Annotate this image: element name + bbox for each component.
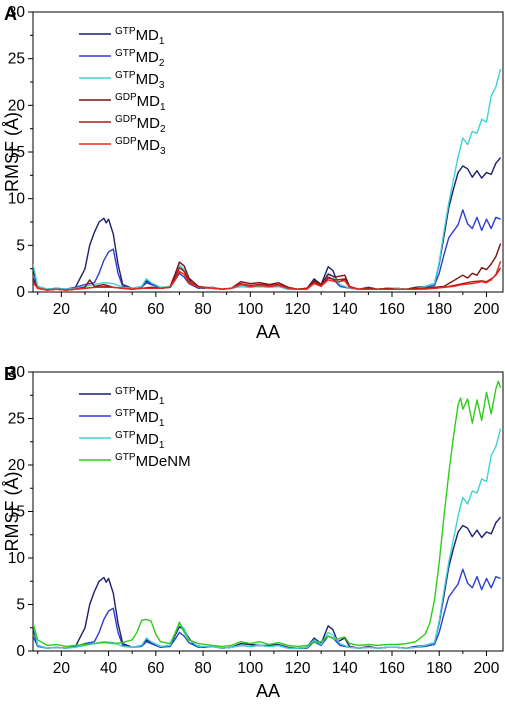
legend-label: GTPMD2 — [115, 48, 165, 69]
x-tick-label: 180 — [426, 301, 452, 318]
x-tick-label: 60 — [147, 301, 165, 318]
panel-letter: B — [4, 364, 17, 384]
legend-label: GTPMDeNM — [115, 452, 191, 470]
y-tick-label: 5 — [16, 237, 25, 254]
x-axis-title: AA — [256, 681, 280, 701]
y-axis-title: RMSF (Å) — [2, 472, 22, 552]
x-tick-label: 160 — [379, 660, 405, 677]
y-tick-label: 25 — [8, 51, 25, 68]
series-group — [33, 380, 502, 649]
series-group — [33, 68, 502, 291]
x-tick-label: 140 — [332, 301, 358, 318]
y-axis-title: RMSF (Å) — [2, 112, 22, 192]
y-tick-label: 15 — [8, 144, 25, 161]
x-tick-label: 160 — [379, 301, 405, 318]
panel-b: B 20 40 60 80 100 120 140 160 180 200 0 5 10 15 20 25 30 A… — [2, 364, 504, 701]
series-line-2 — [33, 568, 501, 649]
x-tick-label: 200 — [474, 660, 500, 677]
y-tick-label: 5 — [16, 597, 25, 614]
y-tick-label: 10 — [8, 191, 26, 208]
x-tick-label: 20 — [53, 660, 71, 677]
x-tick-label: 200 — [474, 301, 500, 318]
series-line-3 — [33, 428, 502, 649]
legend-label: GTPMD1 — [115, 430, 165, 451]
y-tick-label: 20 — [8, 457, 26, 474]
series-line-4 — [33, 380, 502, 648]
y-tick-label: 0 — [16, 643, 25, 660]
x-tick-label: 80 — [194, 301, 212, 318]
x-axis-title: AA — [256, 322, 280, 342]
x-tick-label: 100 — [237, 660, 263, 677]
series-line-6 — [33, 260, 502, 291]
legend-label: GTPMD3 — [115, 70, 165, 91]
y-tick-label: 15 — [8, 504, 25, 521]
y-tick-label: 30 — [8, 4, 26, 21]
legend-label: GTPMD1 — [115, 26, 165, 47]
series-line-1 — [33, 157, 502, 290]
legend-label: GDPMD2 — [115, 114, 166, 135]
legend-label: GDPMD3 — [115, 136, 166, 157]
plot-frame — [32, 11, 504, 293]
series-line-1 — [33, 516, 502, 649]
panel-a: A 20 40 60 80 100 120 140 160 180 200 0 5 10 15 20 25 30 A… — [2, 4, 504, 342]
x-tick-label: 40 — [100, 301, 118, 318]
y-tick-label: 25 — [8, 411, 25, 428]
x-tick-label: 20 — [53, 301, 71, 318]
series-line-2 — [33, 209, 501, 290]
x-tick-label: 120 — [285, 301, 311, 318]
x-tick-label: 40 — [100, 660, 118, 677]
legend-label: GTPMD1 — [115, 386, 165, 407]
panel-letter: A — [4, 4, 17, 24]
x-tick-label: 140 — [332, 660, 358, 677]
x-tick-label: 60 — [147, 660, 165, 677]
x-tick-label: 100 — [237, 301, 263, 318]
series-line-3 — [33, 68, 502, 290]
legend-label: GDPMD1 — [115, 92, 166, 113]
x-tick-label: 80 — [194, 660, 212, 677]
y-tick-label: 10 — [8, 550, 26, 567]
y-tick-label: 20 — [8, 97, 26, 114]
x-tick-label: 120 — [285, 660, 311, 677]
x-tick-label: 180 — [426, 660, 452, 677]
legend-label: GTPMD1 — [115, 408, 165, 429]
y-tick-label: 30 — [8, 364, 26, 381]
y-tick-label: 0 — [16, 284, 25, 301]
